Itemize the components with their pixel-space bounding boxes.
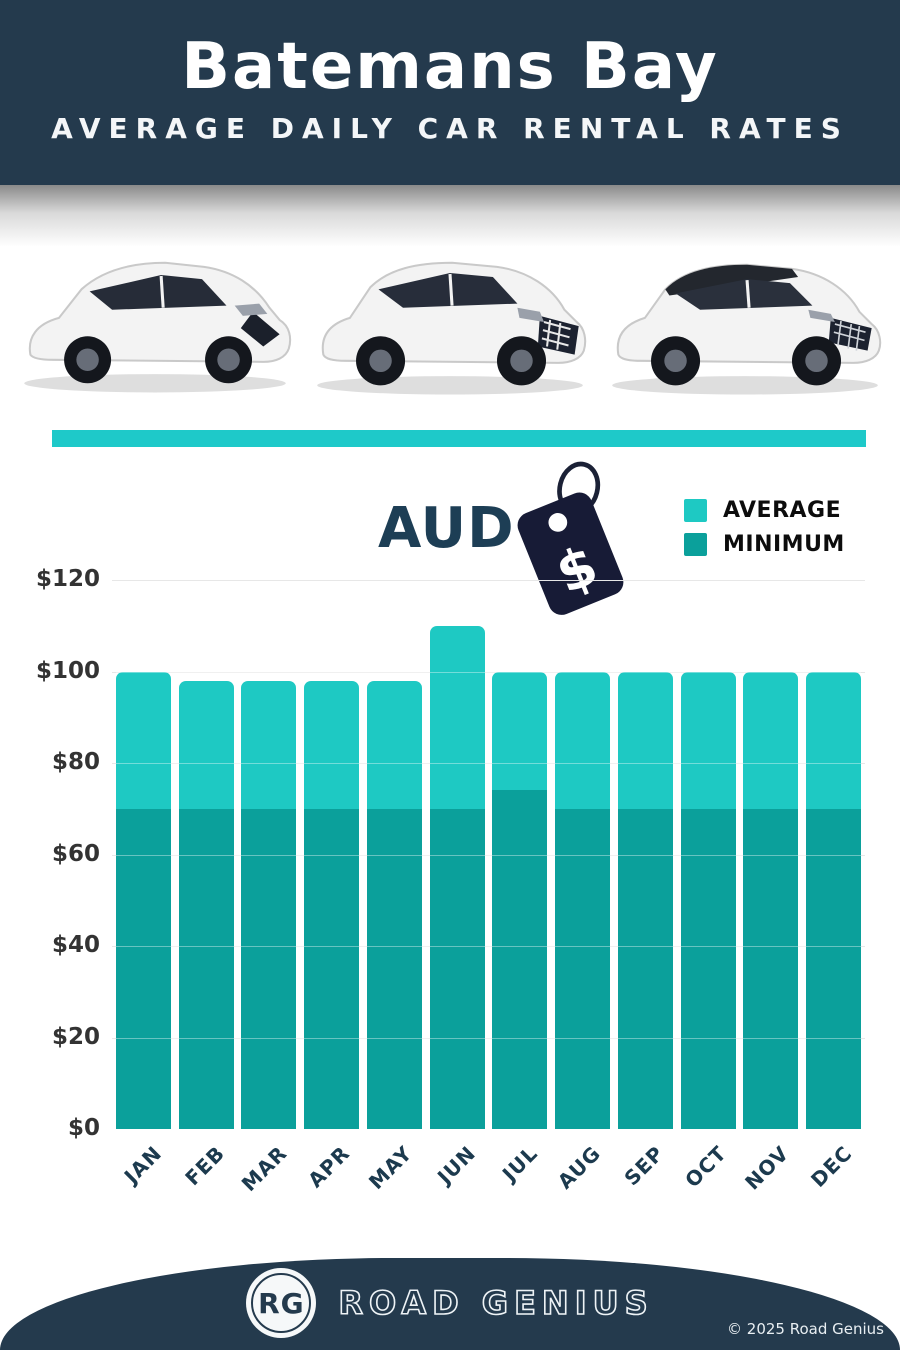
y-tick-80: $80 [51,749,100,775]
y-tick-60: $60 [51,840,100,867]
x-tick-nov: NOV [740,1141,794,1195]
gridline-60 [112,854,865,856]
x-tick-may: MAY [364,1141,418,1194]
gridline-overlay-80 [115,763,862,764]
bar-mar-minimum [241,808,297,1129]
x-tick-apr: APR [303,1141,355,1193]
x-tick-jun: JUN [432,1141,481,1189]
chart-legend: AVERAGE MINIMUM [684,498,845,566]
header-banner: Batemans Bay AVERAGE DAILY CAR RENTAL RA… [0,0,900,185]
legend-swatch-average [684,499,707,522]
page-subtitle: AVERAGE DAILY CAR RENTAL RATES [51,112,849,145]
legend-swatch-minimum [684,533,707,556]
bar-sep-minimum [617,808,673,1129]
x-tick-sep: SEP [619,1141,669,1191]
x-tick-feb: FEB [179,1141,230,1191]
gridline-80 [112,763,865,764]
bar-jul-minimum [492,790,548,1129]
gridline-overlay-40 [115,946,862,947]
bar-may-minimum [366,808,422,1129]
y-tick-40: $40 [51,932,100,958]
gridline-overlay-20 [115,1037,862,1039]
legend-label-average: AVERAGE [723,498,842,523]
x-tick-jan: JAN [119,1141,167,1189]
bar-nov-minimum [743,808,799,1129]
bar-dec-minimum [806,808,862,1129]
x-axis-month-labels: JAN FEB MAR APR MAY JUN JUL AUG SEP OCT NOV DEC [112,1141,865,1221]
gridline-overlay-100 [115,671,862,673]
currency-label: AUD [378,496,515,561]
price-tag-dollar-icon: $ [492,452,642,617]
logo-initials: RG [258,1286,305,1320]
white-suv-black-roof-car-icon [612,263,882,395]
logo-ring: RG [251,1273,312,1333]
legend-item-minimum: MINIMUM [684,532,845,557]
x-tick-jul: JUL [497,1141,543,1186]
cars-illustration-row [0,238,900,408]
brand-name: ROAD GENIUS [338,1283,654,1323]
y-tick-20: $20 [51,1023,100,1050]
x-tick-dec: DEC [805,1141,857,1192]
legend-label-minimum: MINIMUM [723,532,845,557]
bar-jun-minimum [429,808,485,1129]
x-tick-aug: AUG [552,1141,606,1194]
white-suv-car-icon [317,261,587,395]
y-tick-100: $100 [35,657,100,684]
legend-item-average: AVERAGE [684,498,845,523]
copyright-text: © 2025 Road Genius [727,1320,884,1338]
bar-oct-minimum [680,808,736,1129]
gridline-40 [112,946,865,947]
teal-divider-bar [52,430,866,447]
gridline-20 [112,1037,865,1039]
bar-chart-plot-area [112,580,865,1129]
x-tick-mar: MAR [236,1141,292,1196]
y-tick-120: $120 [35,566,100,592]
y-tick-0: $0 [67,1115,100,1141]
x-tick-oct: OCT [679,1141,732,1193]
header-gradient [0,185,900,247]
page-title: Batemans Bay [181,30,719,104]
bar-feb-minimum [178,808,234,1129]
road-genius-logo-icon: RG [246,1268,317,1338]
gridline-100 [112,671,865,673]
bar-aug-minimum [555,808,611,1129]
bar-apr-minimum [304,808,360,1129]
gridline-120 [112,580,865,581]
footer-brand-row: RG ROAD GENIUS [0,1268,900,1338]
gridline-overlay-60 [115,854,862,856]
white-hatchback-car-icon [24,261,292,393]
bar-jan-minimum [115,808,171,1129]
